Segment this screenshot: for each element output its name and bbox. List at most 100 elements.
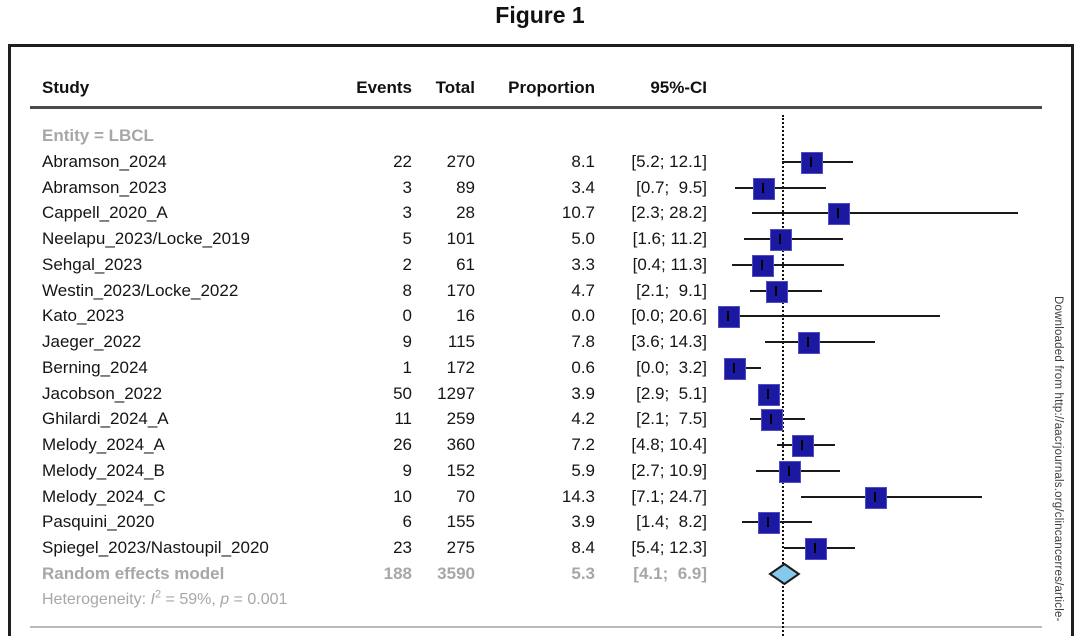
group-header-row: Entity = LBCL <box>0 123 1080 149</box>
study-label: Pasquini_2020 <box>42 512 155 532</box>
proportion-value: 7.8 <box>571 332 595 351</box>
total-value: 155 <box>446 512 475 532</box>
ci-whisker <box>751 212 1019 215</box>
estimate-tick <box>770 414 773 425</box>
group-label: Entity = LBCL <box>42 126 154 145</box>
total-value: 70 <box>456 486 475 506</box>
study-label: Cappell_2020_A <box>42 203 168 223</box>
events-value: 1 <box>402 357 412 377</box>
header-rule <box>30 106 1042 109</box>
events-value: 8 <box>402 280 412 300</box>
estimate-square <box>751 254 774 277</box>
ci-value: [1.6; 11.2] <box>632 229 707 248</box>
study-row: Westin_2023/Locke_2022 8 170 4.7 [2.1; 9.1] <box>0 278 1080 304</box>
study-row: Melody_2024_C 10 70 14.3 [7.1; 24.7] <box>0 484 1080 510</box>
study-label: Melody_2024_C <box>42 486 166 506</box>
het-stat-sup: 2 <box>154 588 162 601</box>
estimate-tick <box>837 208 840 219</box>
total-value: 16 <box>456 306 475 326</box>
events-value: 9 <box>402 460 412 480</box>
proportion-value: 3.3 <box>571 254 595 274</box>
proportion-value: 7.2 <box>571 435 595 454</box>
study-row: Jaeger_2022 9 115 7.8 [3.6; 14.3] <box>0 329 1080 355</box>
total-value: 115 <box>447 332 475 351</box>
ci-value: [2.1; 7.5] <box>636 409 707 429</box>
reference-dotted-line <box>781 115 784 636</box>
estimate-square <box>865 486 888 509</box>
column-header-study: Study <box>42 78 90 97</box>
bottom-rule <box>30 626 1042 628</box>
estimate-tick <box>760 259 763 270</box>
proportion-value: 14.3 <box>561 486 595 506</box>
study-label: Jaeger_2022 <box>42 332 142 351</box>
ci-value: [7.1; 24.7] <box>631 486 707 506</box>
study-label: Neelapu_2023/Locke_2019 <box>42 229 250 248</box>
total-value: 28 <box>456 203 475 223</box>
total-value: 61 <box>456 254 475 274</box>
proportion-value: 8.4 <box>571 538 595 557</box>
study-label: Kato_2023 <box>42 306 125 326</box>
ci-value: [2.3; 28.2] <box>631 203 707 223</box>
events-value: 6 <box>402 512 412 532</box>
estimate-tick <box>874 491 877 502</box>
ci-value: [2.1; 9.1] <box>636 280 707 300</box>
proportion-value: 4.7 <box>571 280 595 300</box>
ci-value: [1.4; 8.2] <box>636 512 707 532</box>
events-value: 2 <box>402 254 412 274</box>
events-value: 9 <box>402 332 412 351</box>
proportion-value: 3.4 <box>571 177 595 197</box>
proportion-value: 10.7 <box>561 203 595 223</box>
het-prefix: Heterogeneity: <box>42 590 151 608</box>
total-value: 89 <box>456 177 475 197</box>
proportion-value: 5.0 <box>571 229 595 248</box>
proportion-value: 3.9 <box>571 512 595 532</box>
het-stat-symbol: I <box>150 590 155 608</box>
total-value: 170 <box>446 280 475 300</box>
study-row: Jacobson_2022 50 1297 3.9 [2.9; 5.1] <box>0 381 1080 407</box>
estimate-square <box>766 280 789 303</box>
estimate-square <box>753 177 776 200</box>
events-value: 188 <box>383 563 412 583</box>
study-label: Westin_2023/Locke_2022 <box>42 280 239 300</box>
events-value: 50 <box>393 383 412 403</box>
estimate-square <box>758 383 781 406</box>
heterogeneity-note: Heterogeneity: I2 = 59%, p = 0.001 <box>42 587 287 613</box>
ci-value: [0.4; 11.3] <box>632 254 707 274</box>
events-value: 3 <box>402 177 412 197</box>
study-row: Melody_2024_B 9 152 5.9 [2.7; 10.9] <box>0 458 1080 484</box>
study-row: Melody_2024_A 26 360 7.2 [4.8; 10.4] <box>0 432 1080 458</box>
study-row: Pasquini_2020 6 155 3.9 [1.4; 8.2] <box>0 509 1080 535</box>
ci-value: [0.0; 20.6] <box>631 306 707 326</box>
ci-whisker <box>728 315 941 318</box>
study-row: Abramson_2023 3 89 3.4 [0.7; 9.5] <box>0 175 1080 201</box>
het-mid: = 59%, <box>161 590 221 608</box>
ci-whisker <box>744 238 844 240</box>
ci-value: [0.7; 9.5] <box>636 177 707 197</box>
estimate-square <box>724 357 747 380</box>
total-value: 270 <box>446 151 475 171</box>
estimate-square <box>758 512 781 535</box>
ci-value: [4.8; 10.4] <box>631 435 707 454</box>
estimate-tick <box>767 388 770 399</box>
events-value: 11 <box>394 409 412 429</box>
estimate-tick <box>813 543 816 553</box>
total-value: 172 <box>446 357 475 377</box>
estimate-square <box>801 151 824 174</box>
estimate-tick <box>733 362 736 373</box>
proportion-value: 5.9 <box>571 460 595 480</box>
study-row: Sehgal_2023 2 61 3.3 [0.4; 11.3] <box>0 252 1080 278</box>
study-row: Berning_2024 1 172 0.6 [0.0; 3.2] <box>0 355 1080 381</box>
study-label: Abramson_2024 <box>42 151 167 171</box>
ci-value: [5.2; 12.1] <box>631 151 707 171</box>
proportion-value: 8.1 <box>571 151 595 171</box>
study-label: Spiegel_2023/Nastoupil_2020 <box>42 538 269 557</box>
estimate-tick <box>810 156 813 167</box>
het-tail: = 0.001 <box>229 590 288 608</box>
estimate-tick <box>778 234 781 244</box>
estimate-tick <box>762 182 765 193</box>
study-row: Neelapu_2023/Locke_2019 5 101 5.0 [1.6; 11.2… <box>0 226 1080 252</box>
study-row: Spiegel_2023/Nastoupil_2020 23 275 8.4 [5.4;… <box>0 535 1080 561</box>
column-header-ci: 95%-CI <box>650 78 707 97</box>
ci-value: [0.0; 3.2] <box>636 357 707 377</box>
